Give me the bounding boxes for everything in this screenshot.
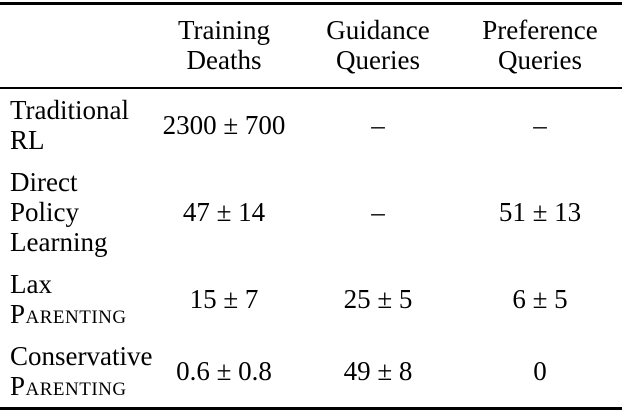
- row-label-direct-policy-learning: Direct Policy Learning: [0, 161, 150, 263]
- row-label-smallcaps: Parenting: [10, 299, 127, 329]
- cell-conservative-parenting-guidance-queries: 49 ± 8: [343, 356, 413, 386]
- column-header-line: Queries: [498, 45, 582, 75]
- header-row: Training Deaths Guidance Queries Prefere…: [0, 3, 622, 89]
- table-row-lax-parenting: Lax Parenting 15 ± 7 25 ± 5 6 ± 5: [0, 263, 622, 335]
- row-label-lax-parenting: Lax Parenting: [0, 263, 150, 335]
- row-label-traditional-rl: Traditional RL: [0, 88, 150, 161]
- row-label-conservative-parenting: Conservative Parenting: [0, 335, 153, 409]
- column-header-line: Preference: [482, 15, 598, 45]
- cell-conservative-parenting-preference-queries: 0: [533, 356, 547, 386]
- cell-conservative-parenting-training-deaths: 0.6 ± 0.8: [176, 356, 272, 386]
- cell-lax-parenting-guidance-queries: 25 ± 5: [343, 284, 413, 314]
- cell-direct-policy-learning-guidance-queries: –: [371, 197, 385, 227]
- cell-traditional-rl-guidance-queries: –: [371, 110, 385, 140]
- table-row-conservative-parenting: Conservative Parenting 0.6 ± 0.8 49 ± 8 …: [0, 335, 622, 409]
- row-label-text: Traditional RL: [10, 95, 130, 155]
- table-header: Training Deaths Guidance Queries Prefere…: [0, 3, 622, 89]
- column-header-line: Guidance: [326, 15, 430, 45]
- column-header-preference-queries: Preference Queries: [458, 3, 622, 89]
- column-header-training-deaths: Training Deaths: [150, 3, 298, 89]
- row-label-smallcaps: Parenting: [10, 371, 127, 401]
- column-header-line: Deaths: [186, 45, 262, 75]
- cell-lax-parenting-training-deaths: 15 ± 7: [189, 284, 259, 314]
- row-label-text: Lax: [10, 269, 52, 299]
- corner-cell: [0, 3, 150, 89]
- table-row-direct-policy-learning: Direct Policy Learning 47 ± 14 – 51 ± 13: [0, 161, 622, 263]
- column-header-guidance-queries: Guidance Queries: [298, 3, 458, 89]
- table-body: Traditional RL 2300 ± 700 – – Direct Pol…: [0, 88, 622, 409]
- row-label-text: Conservative: [10, 341, 153, 371]
- cell-traditional-rl-preference-queries: –: [533, 110, 547, 140]
- cell-direct-policy-learning-training-deaths: 47 ± 14: [182, 197, 266, 227]
- column-header-line: Queries: [336, 45, 420, 75]
- row-label-text: Direct Policy Learning: [10, 167, 108, 257]
- cell-traditional-rl-training-deaths: 2300 ± 700: [162, 110, 286, 140]
- table-row-traditional-rl: Traditional RL 2300 ± 700 – –: [0, 88, 622, 161]
- cell-direct-policy-learning-preference-queries: 51 ± 13: [498, 197, 582, 227]
- cell-lax-parenting-preference-queries: 6 ± 5: [512, 284, 568, 314]
- column-header-line: Training: [177, 15, 271, 45]
